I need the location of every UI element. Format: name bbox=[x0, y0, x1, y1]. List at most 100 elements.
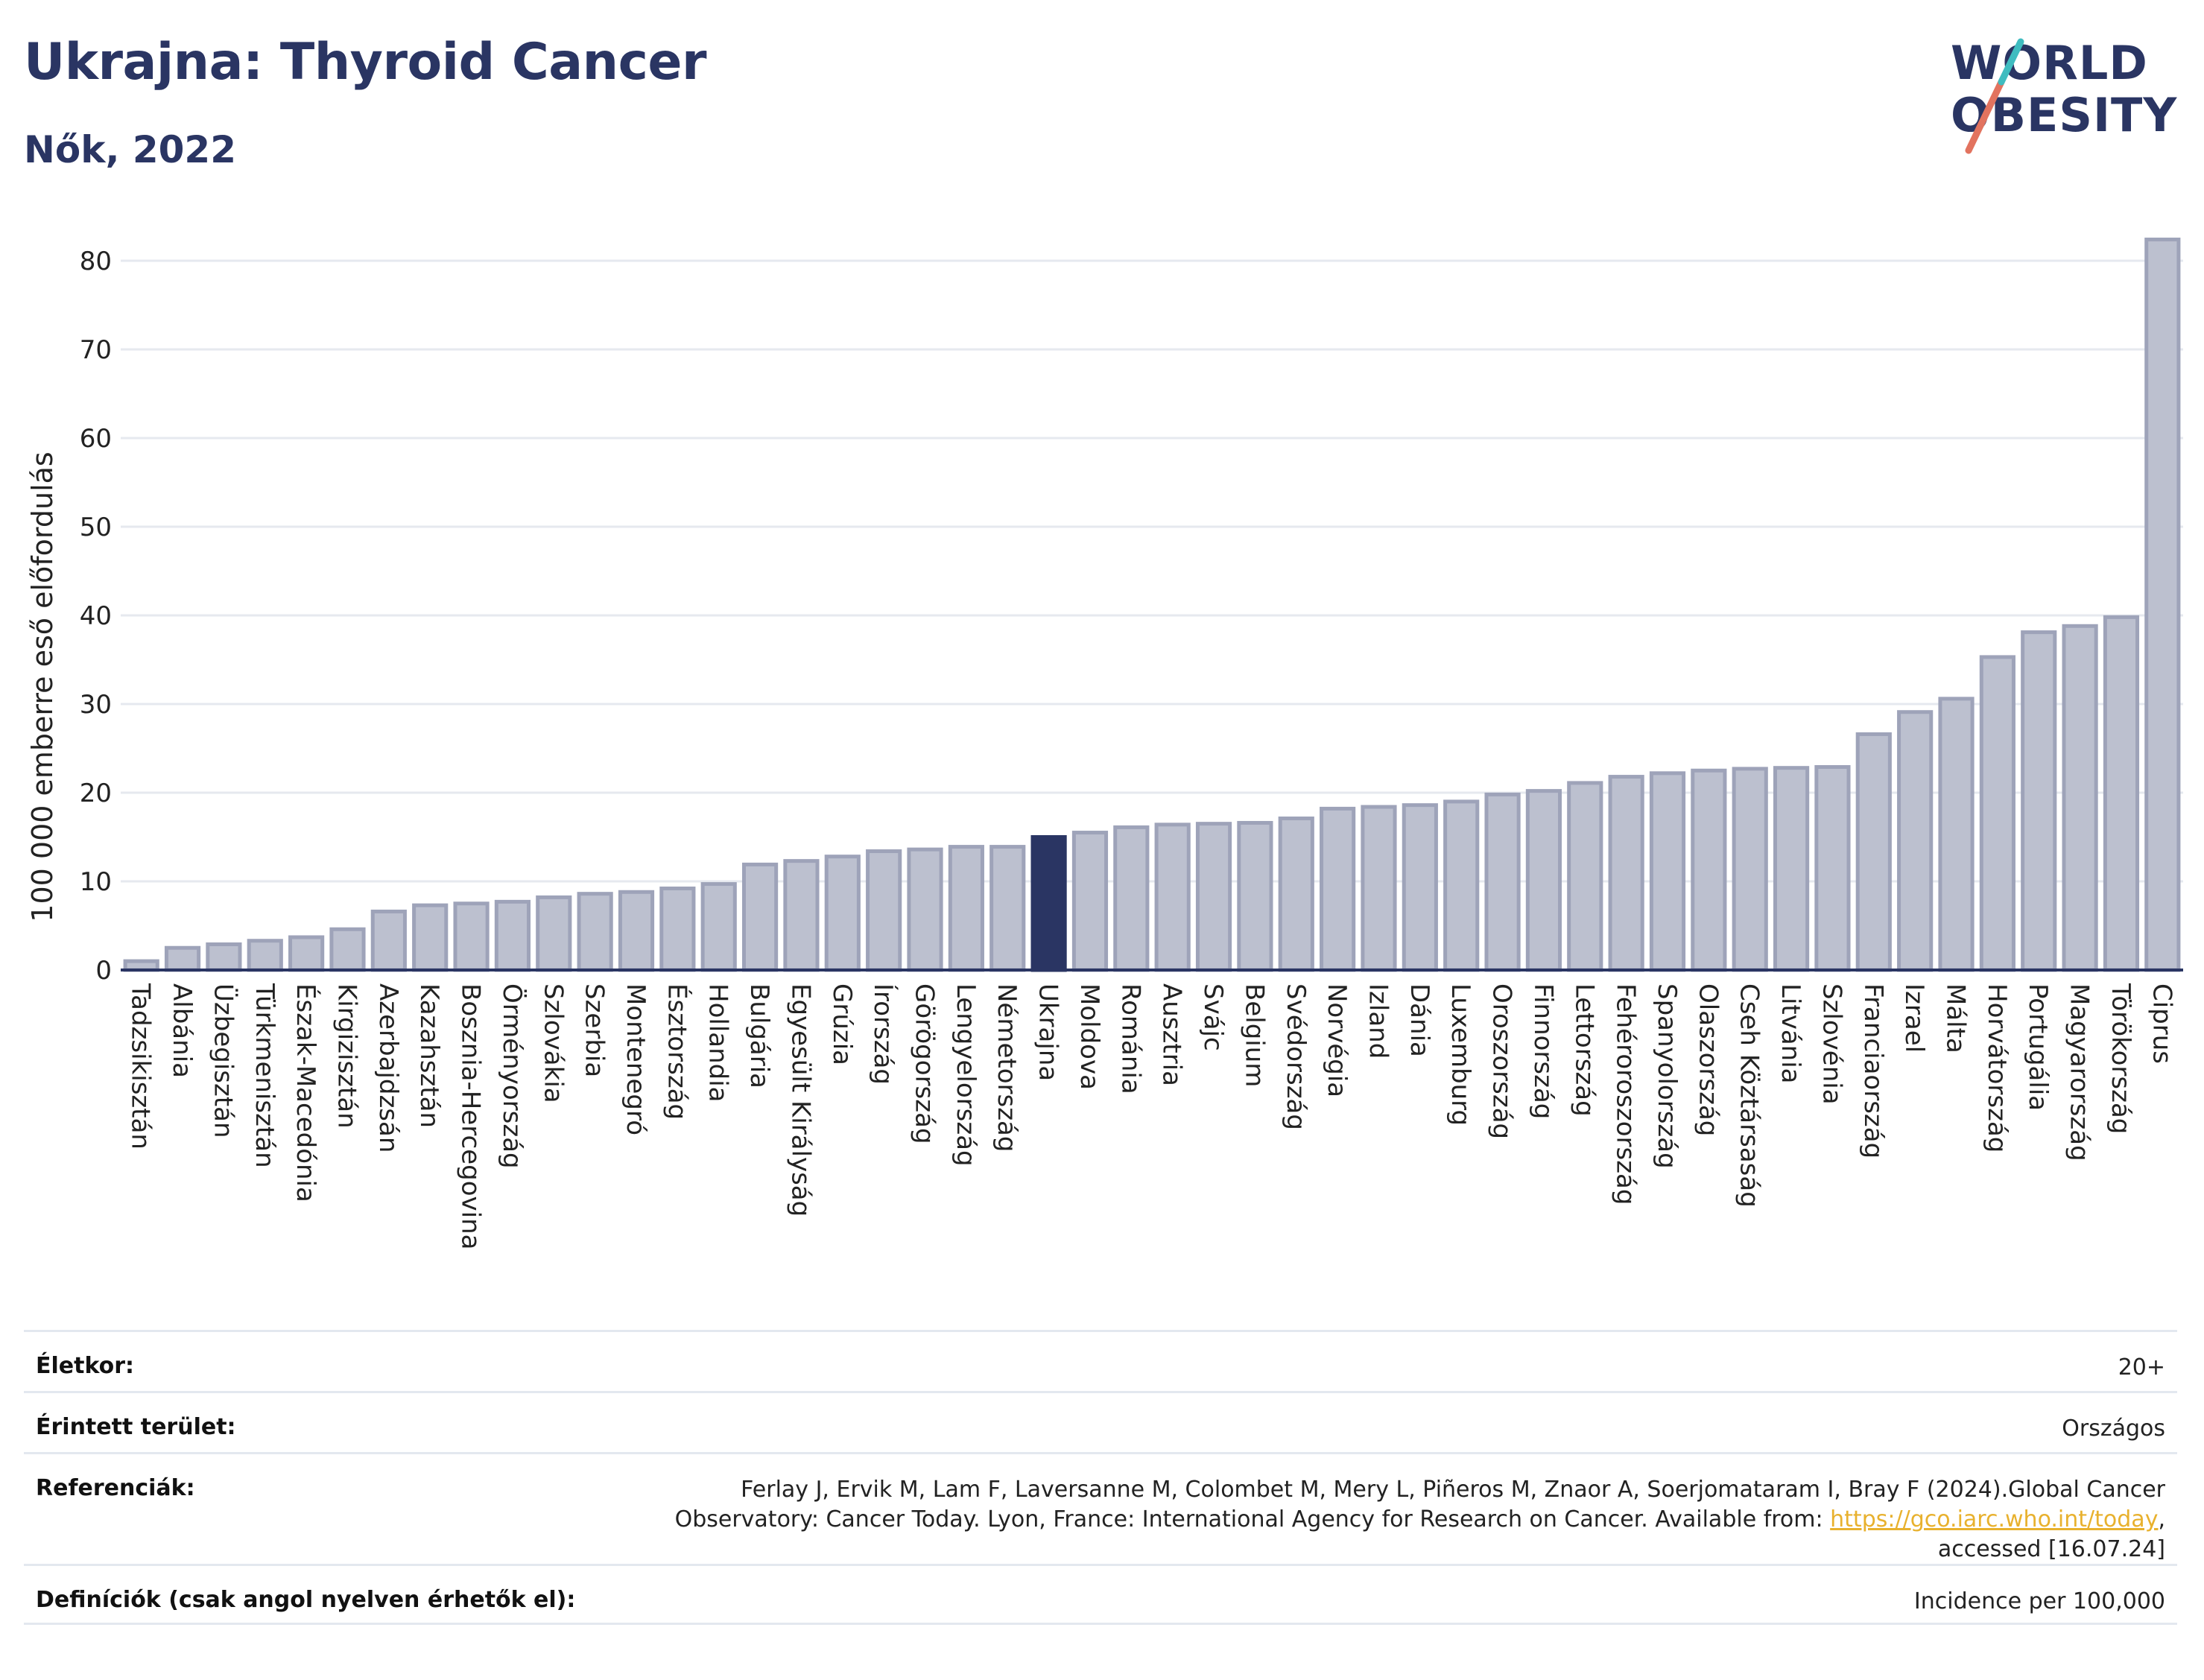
x-tick-label: Észtország bbox=[662, 983, 692, 1120]
bar bbox=[1979, 655, 2015, 972]
bar bbox=[618, 890, 655, 972]
logo-slash-icon bbox=[1965, 38, 2024, 154]
reference-line-3: accessed [16.07.24] bbox=[1937, 1536, 2165, 1562]
bar bbox=[1071, 831, 1109, 972]
x-tick-label: Litvánia bbox=[1776, 983, 1805, 1084]
x-tick-label: Szlovákia bbox=[538, 983, 568, 1103]
bar bbox=[577, 892, 613, 972]
y-tick-label: 10 bbox=[80, 867, 112, 897]
x-tick-label: Szlovénia bbox=[1817, 983, 1846, 1105]
y-tick-label: 40 bbox=[80, 601, 112, 631]
bar bbox=[206, 942, 242, 972]
bar bbox=[907, 847, 943, 972]
info-row-area: Érintett terület: Országos bbox=[24, 1391, 2177, 1452]
bar bbox=[1855, 732, 1892, 972]
y-tick-label: 70 bbox=[80, 335, 112, 365]
bar bbox=[1113, 825, 1150, 972]
x-tick-label: Lengyelország bbox=[951, 983, 981, 1167]
bar bbox=[1484, 792, 1521, 972]
info-row-definitions: Definíciók (csak angol nyelven érhetők e… bbox=[24, 1564, 2177, 1625]
bar bbox=[1897, 710, 1934, 972]
x-tick-label: Izland bbox=[1363, 983, 1393, 1059]
x-tick-label: Egyesült Királyság bbox=[785, 983, 815, 1217]
y-tick-label: 20 bbox=[80, 779, 112, 808]
bar bbox=[329, 927, 366, 972]
bar bbox=[412, 903, 449, 972]
x-tick-label: Görögország bbox=[910, 983, 940, 1144]
bar bbox=[1402, 803, 1438, 972]
page-subtitle: Nők, 2022 bbox=[24, 128, 237, 171]
x-tick-label: Spanyolország bbox=[1652, 983, 1682, 1169]
bar bbox=[1732, 767, 1768, 972]
reference-line-2: Observatory: Cancer Today. Lyon, France:… bbox=[674, 1506, 1831, 1532]
x-tick-label: Norvégia bbox=[1322, 983, 1352, 1097]
info-row-age: Életkor: 20+ bbox=[24, 1330, 2177, 1391]
bar bbox=[1608, 775, 1644, 972]
bar bbox=[1361, 805, 1397, 972]
info-table: Életkor: 20+ Érintett terület: Országos … bbox=[24, 1330, 2177, 1625]
y-tick-label: 50 bbox=[80, 513, 112, 542]
x-tick-label: Németország bbox=[992, 983, 1022, 1152]
bar bbox=[866, 849, 902, 972]
x-tick-label: Hollandia bbox=[703, 983, 733, 1103]
x-tick-label: Grúzia bbox=[827, 983, 857, 1065]
references-label: Referenciák: bbox=[36, 1475, 195, 1501]
logo-line-1: WORLD bbox=[1951, 36, 2148, 90]
age-label: Életkor: bbox=[36, 1353, 135, 1379]
x-tick-label: Törökország bbox=[2106, 983, 2135, 1134]
bar bbox=[494, 899, 531, 972]
x-tick-label: Albánia bbox=[167, 983, 197, 1078]
definitions-value: Incidence per 100,000 bbox=[1913, 1588, 2165, 1614]
bar bbox=[948, 845, 984, 972]
bar bbox=[783, 859, 820, 972]
x-tick-label: Bulgária bbox=[744, 983, 774, 1088]
x-tick-label: Olaszország bbox=[1693, 983, 1723, 1136]
y-axis-label: 100 000 emberre eső előfordulás bbox=[26, 451, 59, 922]
info-row-references: Referenciák: Ferlay J, Ervik M, Lam F, L… bbox=[24, 1452, 2177, 1564]
x-tick-label: Svédország bbox=[1281, 983, 1311, 1130]
x-tick-label: Moldova bbox=[1074, 983, 1104, 1090]
reference-line-1: Ferlay J, Ervik M, Lam F, Laversanne M, … bbox=[741, 1477, 2165, 1503]
age-value: 20+ bbox=[2118, 1354, 2165, 1381]
x-tick-label: Kazahsztán bbox=[414, 983, 444, 1128]
x-tick-label: Türkmenisztán bbox=[250, 983, 279, 1168]
x-tick-label: Svájc bbox=[1198, 983, 1228, 1051]
bar bbox=[1195, 822, 1232, 972]
bar bbox=[2062, 624, 2098, 972]
x-tick-label: Üzbegisztán bbox=[208, 983, 238, 1138]
bar bbox=[1154, 822, 1191, 972]
bar bbox=[989, 845, 1026, 972]
x-tick-label: Finnország bbox=[1528, 983, 1558, 1119]
x-tick-label: Oroszország bbox=[1487, 983, 1517, 1139]
x-tick-label: Észak-Macedónia bbox=[291, 983, 321, 1202]
x-tick-label: Dánia bbox=[1405, 983, 1434, 1057]
area-label: Érintett terület: bbox=[36, 1414, 236, 1440]
bar bbox=[164, 945, 201, 972]
bar bbox=[453, 901, 490, 972]
x-tick-label: Örményország bbox=[497, 983, 528, 1169]
x-tick-label: Írország bbox=[868, 983, 899, 1085]
definitions-label: Definíciók (csak angol nyelven érhetők e… bbox=[36, 1587, 576, 1613]
x-tick-label: Kirgizisztán bbox=[332, 983, 361, 1129]
x-tick-label: Bosznia-Hercegovina bbox=[456, 983, 486, 1249]
bar bbox=[370, 909, 407, 972]
bar bbox=[1649, 771, 1686, 972]
x-tick-label: Horvátország bbox=[1982, 983, 2012, 1153]
bar bbox=[824, 855, 861, 972]
bar bbox=[1525, 789, 1562, 972]
x-tick-label: Izrael bbox=[1899, 983, 1929, 1053]
x-tick-label: Szerbia bbox=[580, 983, 609, 1077]
reference-link[interactable]: https://gco.iarc.who.int/today bbox=[1830, 1506, 2159, 1532]
x-tick-label: Azerbajdzsán bbox=[373, 983, 403, 1153]
bar bbox=[1938, 697, 1975, 972]
y-tick-label: 80 bbox=[80, 247, 112, 276]
x-tick-label: Málta bbox=[1941, 983, 1971, 1053]
area-value: Országos bbox=[2062, 1416, 2165, 1442]
bar bbox=[536, 895, 572, 972]
world-obesity-logo: WORLD OBESITY bbox=[1937, 30, 2191, 164]
x-tick-label: Tadzsikisztán bbox=[126, 983, 156, 1150]
bar bbox=[1030, 835, 1067, 972]
bar bbox=[1443, 799, 1480, 972]
bar bbox=[741, 862, 779, 972]
x-tick-label: Belgium bbox=[1239, 983, 1269, 1087]
